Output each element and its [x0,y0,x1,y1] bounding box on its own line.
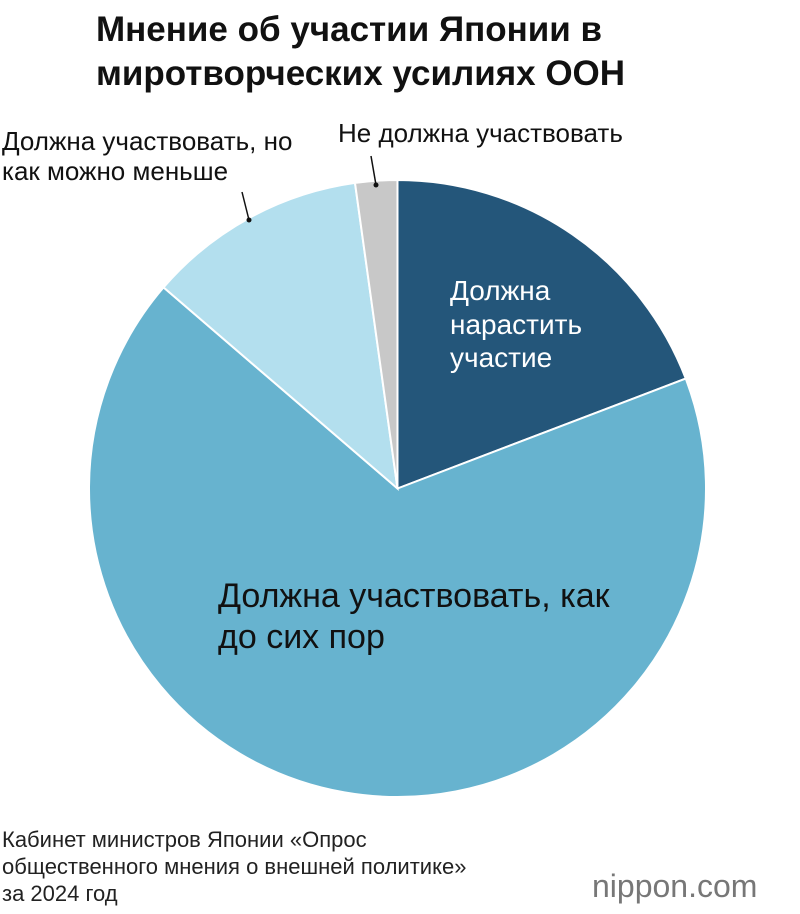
leader-line [370,155,377,186]
pie-slice [396,178,688,490]
leader-line [241,191,250,221]
source-note: Кабинет министров Японии «Опрос обществе… [2,827,467,906]
slice-label: Не должна участвовать [338,118,623,148]
pie-slice [353,178,399,489]
pie-slice [87,285,707,798]
leader-dot [373,182,379,188]
slice-label: Должна участвовать, но как можно меньше [2,126,293,186]
leader-dot [246,217,252,223]
slice-label: Должна нарастить участие [450,275,583,374]
slice-label: Должна участвовать, как до сих пор [218,577,610,656]
logo: nippon.com [592,868,758,904]
pie [87,178,707,798]
chart-title: Мнение об участии Японии в миротворчески… [96,10,626,93]
